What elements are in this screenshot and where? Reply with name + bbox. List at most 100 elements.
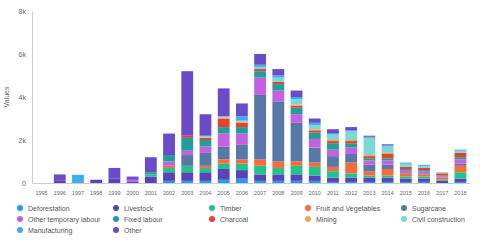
bar-segment xyxy=(236,121,248,122)
bar-segment xyxy=(291,181,303,183)
bar-segment xyxy=(236,103,248,116)
x-tick: 2000 xyxy=(126,183,138,196)
legend-item: Livestock xyxy=(113,205,154,212)
legend-swatch xyxy=(113,216,119,222)
bar-segment xyxy=(309,129,321,130)
bar-segment xyxy=(72,174,84,175)
bar-segment xyxy=(127,177,139,180)
bar-segment xyxy=(345,130,357,131)
bar-segment xyxy=(363,137,375,138)
bar-segment xyxy=(200,172,212,181)
x-tick-label: 1998 xyxy=(90,190,102,196)
bar-segment xyxy=(236,127,248,133)
x-tick: 2016 xyxy=(418,183,430,196)
bar-segment xyxy=(382,178,394,182)
bar-segment xyxy=(400,169,412,170)
bar-segment xyxy=(218,169,230,180)
bar-segment xyxy=(236,134,248,145)
bar-segment xyxy=(181,138,193,151)
bar-segment xyxy=(400,173,412,176)
bar-segment xyxy=(382,145,394,146)
y-tick-label: 4k xyxy=(19,94,27,101)
bar-segment xyxy=(291,99,303,104)
bar-segment xyxy=(400,164,412,167)
x-tick-label: 1997 xyxy=(72,190,84,196)
y-tick-label: 8k xyxy=(19,8,27,15)
series-bars xyxy=(72,65,466,183)
legend-item: Sugarcane xyxy=(401,205,446,213)
bar-segment xyxy=(291,174,303,180)
bar-segment xyxy=(90,179,102,180)
bar-segment xyxy=(272,82,284,84)
x-tick-label: 2011 xyxy=(327,190,339,196)
bar-segment xyxy=(345,141,357,143)
bar-segment xyxy=(254,69,266,71)
bar-segment xyxy=(309,148,321,163)
bar-segment xyxy=(400,170,412,172)
bar-segment xyxy=(327,167,339,171)
bar-segment xyxy=(254,54,266,65)
x-tick-label: 2013 xyxy=(363,190,375,196)
bar-segment xyxy=(436,177,448,178)
bar-segment xyxy=(400,179,412,182)
x-tick: 2011 xyxy=(327,183,339,196)
bar-segment xyxy=(418,177,430,179)
legend-label: Other xyxy=(124,227,142,234)
bar-segment xyxy=(145,157,157,172)
bar-segment xyxy=(236,122,248,123)
legend-item: Other temporary labour xyxy=(17,216,101,224)
x-axis: 1995199619971998199920002001200220032004… xyxy=(33,183,471,196)
chart-svg: 02k4k6k8k1995199619971998199920002001200… xyxy=(0,0,480,244)
bar-segment xyxy=(36,183,48,184)
bar-segment xyxy=(455,150,467,151)
bar-segment xyxy=(218,146,230,159)
x-tick: 2014 xyxy=(381,183,393,196)
bar-segment xyxy=(436,173,448,175)
y-tick: 6k xyxy=(19,51,32,58)
bar-segment xyxy=(327,156,339,167)
bar-segment xyxy=(363,160,375,164)
bar-segment xyxy=(455,166,467,172)
x-axis-line xyxy=(33,183,471,184)
legend-swatch xyxy=(305,205,311,211)
bar-segment xyxy=(382,146,394,152)
x-tick: 1997 xyxy=(72,183,84,196)
bar-segment xyxy=(181,151,193,155)
bar-segment xyxy=(36,183,48,184)
bar-segment xyxy=(345,140,357,141)
bar-segment xyxy=(272,181,284,183)
bar-segment xyxy=(218,180,230,183)
x-tick: 2005 xyxy=(218,183,230,196)
bar-segment xyxy=(254,71,266,77)
x-tick-label: 2003 xyxy=(181,190,193,196)
x-tick-label: 2014 xyxy=(381,190,393,196)
bar-segment xyxy=(382,144,394,145)
legend-label: Other temporary labour xyxy=(28,216,101,224)
bar-segment xyxy=(382,160,394,164)
bar-segment xyxy=(36,183,48,184)
bar-segment xyxy=(254,78,266,95)
bar-segment xyxy=(418,164,430,165)
x-tick-label: 2002 xyxy=(163,190,175,196)
bar-segment xyxy=(327,178,339,182)
bar-segment xyxy=(254,67,266,69)
bar-segment xyxy=(455,164,467,166)
bar-segment xyxy=(108,179,120,183)
x-tick: 2007 xyxy=(254,183,266,196)
x-tick: 2017 xyxy=(436,183,448,196)
bar-segment xyxy=(272,162,284,168)
bar-segment xyxy=(163,166,175,168)
bar-segment xyxy=(200,114,212,136)
series-bars xyxy=(181,69,466,175)
bar-segment xyxy=(145,177,157,183)
bar-segment xyxy=(200,136,212,138)
bar-segment xyxy=(363,155,375,156)
x-tick-label: 1999 xyxy=(108,190,120,196)
bar-segment xyxy=(382,169,394,175)
y-tick-label: 2k xyxy=(19,137,27,144)
legend-swatch xyxy=(17,227,23,233)
bar-segment xyxy=(327,140,339,141)
bar-segment xyxy=(163,172,175,181)
x-tick-label: 2012 xyxy=(345,190,357,196)
bar-segment xyxy=(455,172,467,178)
